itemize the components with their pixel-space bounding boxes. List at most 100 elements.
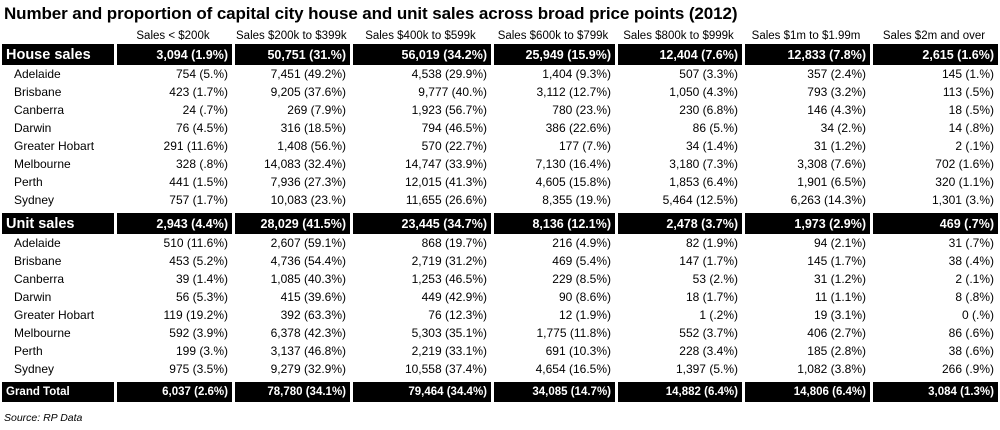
- value-cell: 0 (.%): [961, 308, 994, 322]
- value-cell: 2,219 (33.1%): [411, 344, 487, 358]
- city-name: Darwin: [14, 121, 52, 135]
- grand-total-cell: 14,882 (6.4%): [615, 382, 742, 402]
- section-total-cell: 12,404 (7.6%): [615, 44, 742, 65]
- value-cell: 507 (3.3%): [679, 67, 738, 81]
- value-cell: 441 (1.5%): [169, 175, 228, 189]
- section-total-cell: 28,029 (41.5%): [232, 213, 350, 234]
- value-cell: 5,303 (35.1%): [411, 326, 487, 340]
- value-cell: 266 (.9%): [941, 362, 994, 376]
- column-header-corner: [2, 28, 114, 44]
- grand-total-row: Grand Total 6,037 (2.6%) 78,780 (34.1%) 79,…: [2, 382, 998, 402]
- table-row: Melbourne 592 (3.9%) 6,378 (42.3%) 5,303 (3…: [2, 324, 998, 342]
- city-name: Brisbane: [14, 254, 62, 268]
- value-cell: 4,736 (54.4%): [270, 254, 346, 268]
- value-cell: 386 (22.6%): [545, 121, 611, 135]
- grand-total-cell: 3,084 (1.3%): [870, 382, 998, 402]
- value-cell: 119 (19.2%): [163, 308, 228, 322]
- sales-table: Sales < $200k Sales $200k to $399k Sales…: [2, 28, 998, 402]
- section-total-cell: 2,943 (4.4%): [114, 213, 232, 234]
- value-cell: 19 (3.1%): [813, 308, 866, 322]
- value-cell: 1,901 (6.5%): [797, 175, 866, 189]
- value-cell: 113 (.5%): [942, 85, 994, 99]
- value-cell: 1,404 (9.3%): [542, 67, 611, 81]
- column-header: Sales < $200k: [136, 30, 210, 42]
- table-row: Sydney 975 (3.5%) 9,279 (32.9%) 10,558 (37.…: [2, 360, 998, 378]
- column-header: Sales $400k to $599k: [365, 30, 476, 42]
- value-cell: 199 (3.%): [175, 344, 228, 358]
- table-row: Canberra 24 (.7%) 269 (7.9%) 1,923 (56.7%) 7…: [2, 101, 998, 119]
- grand-total-cell: 78,780 (34.1%): [232, 382, 350, 402]
- value-cell: 3,180 (7.3%): [669, 157, 738, 171]
- value-cell: 9,279 (32.9%): [270, 362, 346, 376]
- column-header: Sales $1m to $1.99m: [751, 30, 861, 42]
- value-cell: 2 (.1%): [955, 139, 994, 153]
- source-note: Source: RP Data: [4, 412, 83, 424]
- value-cell: 76 (4.5%): [175, 121, 228, 135]
- value-cell: 2,607 (59.1%): [270, 236, 346, 250]
- grand-total-cell: 6,037 (2.6%): [114, 382, 232, 402]
- city-name: Sydney: [14, 362, 55, 376]
- table-row: Perth 441 (1.5%) 7,936 (27.3%) 12,015 (41.3…: [2, 173, 998, 191]
- value-cell: 9,205 (37.6%): [270, 85, 346, 99]
- value-cell: 9,777 (40.%): [418, 85, 487, 99]
- value-cell: 7,936 (27.3%): [270, 175, 346, 189]
- value-cell: 39 (1.4%): [175, 272, 228, 286]
- table-row: Adelaide 510 (11.6%) 2,607 (59.1%) 868 (19.…: [2, 234, 998, 252]
- value-cell: 1,050 (4.3%): [669, 85, 738, 99]
- table-row: Perth 199 (3.%) 3,137 (46.8%) 2,219 (33.1%)…: [2, 342, 998, 360]
- value-cell: 146 (4.3%): [807, 103, 866, 117]
- grand-total-cell: 14,806 (6.4%): [742, 382, 870, 402]
- city-name: Sydney: [14, 193, 55, 207]
- column-header-row: Sales < $200k Sales $200k to $399k Sales…: [2, 28, 998, 44]
- column-header: Sales $600k to $799k: [497, 30, 609, 42]
- table-row: Sydney 757 (1.7%) 10,083 (23.%) 11,655 (26.…: [2, 191, 998, 209]
- value-cell: 1,923 (56.7%): [411, 103, 487, 117]
- section-total-cell: 12,833 (7.8%): [742, 44, 870, 65]
- value-cell: 291 (11.6%): [163, 139, 228, 153]
- value-cell: 320 (1.1%): [935, 175, 994, 189]
- value-cell: 3,137 (46.8%): [270, 344, 346, 358]
- value-cell: 4,605 (15.8%): [535, 175, 611, 189]
- value-cell: 269 (7.9%): [287, 103, 346, 117]
- value-cell: 357 (2.4%): [807, 67, 866, 81]
- value-cell: 469 (5.4%): [552, 254, 611, 268]
- value-cell: 76 (12.3%): [428, 308, 487, 322]
- value-cell: 2 (.1%): [955, 272, 994, 286]
- value-cell: 12,015 (41.3%): [404, 175, 487, 189]
- value-cell: 4,654 (16.5%): [535, 362, 611, 376]
- value-cell: 147 (1.7%): [679, 254, 738, 268]
- value-cell: 10,558 (37.4%): [404, 362, 487, 376]
- value-cell: 185 (2.8%): [807, 344, 866, 358]
- value-cell: 702 (1.6%): [935, 157, 994, 171]
- value-cell: 11,655 (26.6%): [405, 193, 487, 207]
- city-name: Perth: [14, 344, 43, 358]
- section-header-row: House sales 3,094 (1.9%) 50,751 (31.%) 56,0…: [2, 44, 998, 65]
- column-header: Sales $2m and over: [882, 30, 986, 42]
- section-total-cell: 3,094 (1.9%): [114, 44, 232, 65]
- value-cell: 1,253 (46.5%): [411, 272, 487, 286]
- city-name: Darwin: [14, 290, 52, 304]
- city-name: Melbourne: [14, 326, 71, 340]
- section-total-cell: 469 (.7%): [870, 213, 998, 234]
- value-cell: 3,112 (12.7%): [536, 85, 612, 99]
- value-cell: 38 (.6%): [948, 344, 994, 358]
- value-cell: 4,538 (29.9%): [411, 67, 487, 81]
- value-cell: 754 (5.%): [175, 67, 228, 81]
- section-header-row: Unit sales 2,943 (4.4%) 28,029 (41.5%) 23,4…: [2, 213, 998, 234]
- value-cell: 145 (1.%): [941, 67, 994, 81]
- section-total-cell: 1,973 (2.9%): [742, 213, 870, 234]
- section-total-cell: 8,136 (12.1%): [491, 213, 615, 234]
- value-cell: 552 (3.7%): [679, 326, 738, 340]
- city-name: Canberra: [14, 103, 65, 117]
- value-cell: 570 (22.7%): [421, 139, 487, 153]
- value-cell: 56 (5.3%): [175, 290, 228, 304]
- value-cell: 12 (1.9%): [558, 308, 611, 322]
- value-cell: 6,263 (14.3%): [790, 193, 866, 207]
- value-cell: 392 (63.3%): [280, 308, 346, 322]
- value-cell: 423 (1.7%): [169, 85, 228, 99]
- value-cell: 794 (46.5%): [421, 121, 487, 135]
- value-cell: 82 (1.9%): [685, 236, 738, 250]
- table-row: Melbourne 328 (.8%) 14,083 (32.4%) 14,747 (…: [2, 155, 998, 173]
- value-cell: 18 (.5%): [948, 103, 994, 117]
- section-total-cell: 2,478 (3.7%): [615, 213, 742, 234]
